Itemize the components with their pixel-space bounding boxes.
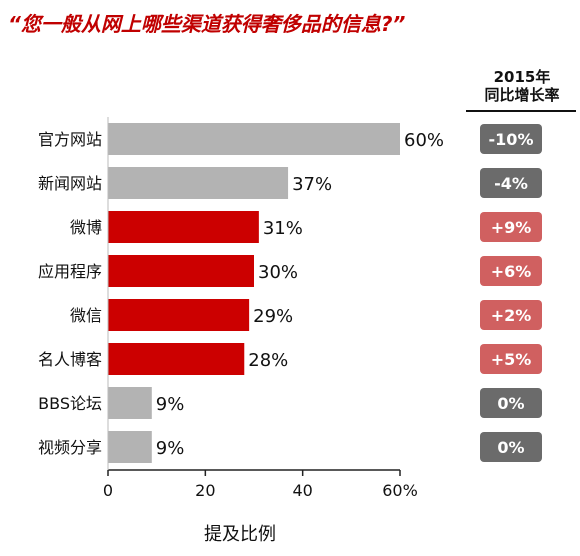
x-tick-label: 0 (103, 481, 113, 500)
bar (108, 387, 152, 419)
growth-badge (480, 124, 542, 154)
growth-badge-label: +6% (491, 262, 532, 281)
value-label: 28% (248, 350, 288, 371)
bar (108, 299, 250, 331)
bar (108, 343, 245, 375)
bar (108, 123, 400, 155)
chart-title: “您一般从网上哪些渠道获得奢侈品的信息?” (8, 12, 406, 36)
value-label: 29% (253, 306, 293, 327)
value-label: 9% (156, 438, 185, 459)
category-label: 应用程序 (38, 262, 102, 281)
growth-badge-label: -10% (489, 130, 534, 149)
category-label: 微信 (70, 306, 102, 325)
bar (108, 211, 259, 243)
growth-header-year: 2015年 (493, 68, 551, 86)
growth-header-underline (466, 110, 576, 112)
growth-badge (480, 388, 542, 418)
x-tick-label: 40 (292, 481, 312, 500)
growth-badge (480, 300, 542, 330)
category-label: 官方网站 (38, 130, 102, 149)
category-label: BBS论坛 (38, 394, 102, 413)
growth-badge (480, 344, 542, 374)
x-axis-title: 提及比例 (204, 524, 276, 545)
bar (108, 167, 289, 199)
growth-badge-label: 0% (497, 438, 524, 457)
value-label: 9% (156, 394, 185, 415)
growth-badge-label: 0% (497, 394, 524, 413)
growth-badge-label: +5% (491, 350, 532, 369)
value-label: 30% (258, 262, 298, 283)
growth-column-header: 2015年 同比增长率 (468, 68, 576, 104)
value-label: 60% (404, 130, 444, 151)
value-label: 37% (292, 174, 332, 195)
growth-badge-label: +9% (491, 218, 532, 237)
growth-badge (480, 168, 542, 198)
growth-badge-label: -4% (494, 174, 528, 193)
growth-badge-label: +2% (491, 306, 532, 325)
category-label: 视频分享 (38, 438, 102, 457)
category-label: 名人博客 (38, 350, 102, 369)
value-label: 31% (263, 218, 303, 239)
category-label: 微博 (70, 218, 102, 237)
x-tick-label: 60% (382, 481, 418, 500)
growth-badge (480, 432, 542, 462)
growth-badge (480, 256, 542, 286)
category-label: 新闻网站 (38, 174, 102, 193)
bar (108, 431, 152, 463)
growth-badge (480, 212, 542, 242)
bar (108, 255, 254, 287)
growth-header-label: 同比增长率 (484, 86, 560, 104)
x-tick-label: 20 (195, 481, 215, 500)
